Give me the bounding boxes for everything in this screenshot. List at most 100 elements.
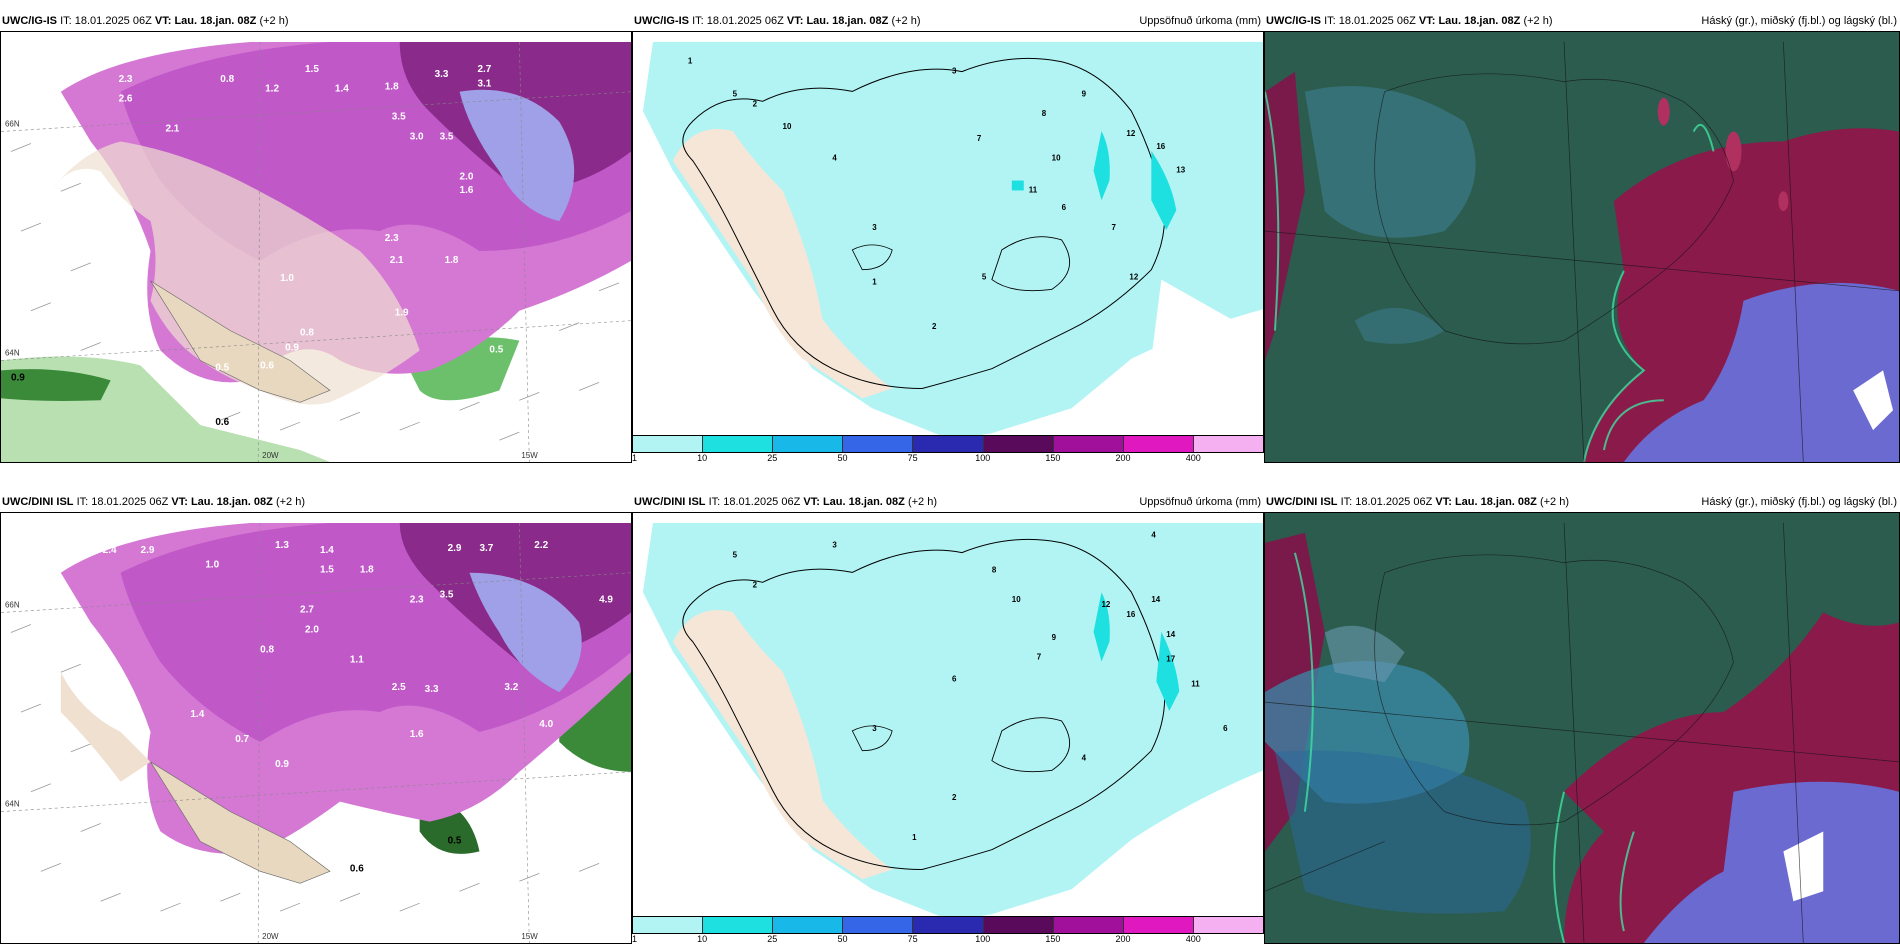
wind-barbs [10, 624, 600, 912]
precip-value: 1.6 [410, 729, 424, 740]
vt-label: VT: [1435, 496, 1452, 508]
accum-map: 3 4 5 2 12 16 14 17 11 10 9 8 7 6 3 2 1 … [632, 512, 1264, 922]
accum-value: 6 [952, 674, 957, 683]
colorbar-swatch [773, 917, 844, 933]
colorbar-tick: 75 [907, 934, 918, 944]
accum-values: 1 3 5 2 10 12 16 13 11 9 8 7 6 4 3 2 1 1… [688, 57, 1186, 331]
precip-value: 3.5 [440, 132, 454, 143]
colorbar-tick: 400 [1185, 934, 1201, 944]
accum-map-canvas: 1 3 5 2 10 12 16 13 11 9 8 7 6 4 3 2 1 1… [633, 32, 1263, 440]
precip-values: 0.7 1.3 1.4 1.5 1.8 2.9 3.7 2.2 2.4 2.9 … [41, 530, 614, 874]
accum-value: 9 [1052, 633, 1057, 642]
accum-value: 3 [872, 724, 877, 733]
precip-value: 1.5 [320, 565, 334, 576]
panel-title: Háský (gr.), miðský (fj.bl.) og lágský (… [1701, 496, 1897, 508]
accum-value: 4 [832, 154, 837, 163]
accum-value: 16 [1156, 142, 1165, 151]
precip-values: 0.7 0.8 1.2 1.5 1.4 1.8 3.3 2.7 2.3 2.6 … [11, 49, 504, 428]
valid-time: Lau. 18.jan. 08Z [822, 496, 905, 508]
colorbar-tick: 50 [837, 453, 848, 463]
valid-time: Lau. 18.jan. 08Z [806, 15, 889, 27]
accum-value: 8 [1042, 109, 1047, 118]
colorbar-swatch [1053, 436, 1124, 452]
precip-value: 1.8 [445, 255, 459, 266]
precip-value: 0.5 [448, 835, 462, 846]
panel-header: UWC/DINI ISL IT: 18.01.2025 06Z VT: Lau.… [0, 492, 632, 512]
vt-label: VT: [1418, 15, 1436, 27]
precip-value: 0.5 [489, 345, 503, 356]
colorbar-swatch [843, 917, 914, 933]
precip-value: 2.3 [385, 233, 399, 244]
precip-value: 2.9 [141, 545, 155, 556]
cloud-map [1264, 512, 1900, 944]
precip-value: 0.8 [220, 74, 234, 85]
lon-label: 15W [521, 932, 538, 941]
colorbar-tick: 150 [1045, 934, 1061, 944]
precip-value: 2.0 [460, 171, 474, 182]
precip-value: 4.0 [539, 719, 553, 730]
precip-value: 3.7 [479, 543, 493, 554]
colorbar [632, 435, 1264, 453]
colorbar-tick: 10 [697, 934, 708, 944]
accum-value: 13 [1176, 166, 1185, 175]
accum-value: 7 [1111, 223, 1116, 232]
precip-value: 2.1 [390, 255, 404, 266]
accum-value: 7 [977, 134, 982, 143]
panel-header: UWC/IG-IS IT: 18.01.2025 06Z VT: Lau. 18… [1264, 11, 1900, 31]
panel-header: UWC/DINI ISL IT: 18.01.2025 06Z VT: Lau.… [1264, 492, 1900, 512]
precip-value: 0.8 [260, 644, 274, 655]
panel-title: Uppsöfnuð úrkoma (mm) [1139, 15, 1261, 27]
colorbar-swatch [773, 436, 844, 452]
accum-value: 9 [1082, 89, 1087, 98]
panel-header: UWC/IG-IS IT: 18.01.2025 06Z VT: Lau. 18… [0, 11, 632, 31]
precip-value: 1.6 [460, 185, 474, 196]
precip-value: 2.3 [410, 595, 424, 606]
precip-value: 3.0 [410, 132, 424, 143]
accum-value: 6 [1223, 724, 1228, 733]
accum-value: 2 [952, 793, 957, 802]
forecast-step: (+2 h) [1523, 15, 1553, 27]
accum-value: 5 [982, 273, 987, 282]
precip-panel-bottom: UWC/DINI ISL IT: 18.01.2025 06Z VT: Lau.… [0, 492, 632, 944]
accum-map-canvas: 3 4 5 2 12 16 14 17 11 10 9 8 7 6 3 2 1 … [633, 513, 1263, 921]
model-name: UWC/DINI ISL [1266, 496, 1338, 508]
valid-time: Lau. 18.jan. 08Z [174, 15, 257, 27]
init-time: 18.01.2025 06Z [74, 15, 152, 27]
precip-value: 2.3 [119, 74, 133, 85]
accum-value: 1 [872, 278, 877, 287]
accum-values: 3 4 5 2 12 16 14 17 11 10 9 8 7 6 3 2 1 … [733, 531, 1228, 842]
colorbar-swatch [1193, 917, 1263, 933]
accum-value: 6 [1062, 203, 1067, 212]
cloud-panel-bottom: UWC/DINI ISL IT: 18.01.2025 06Z VT: Lau.… [1264, 492, 1900, 944]
precip-value: 0.6 [350, 863, 364, 874]
precip-value: 3.2 [504, 682, 518, 693]
precip-value: 1.0 [280, 273, 294, 284]
panel-title: Háský (gr.), miðský (fj.bl.) og lágský (… [1701, 15, 1897, 27]
valid-time: Lau. 18.jan. 08Z [1454, 496, 1537, 508]
precip-value: 2.9 [448, 543, 462, 554]
precip-value: 1.1 [350, 654, 364, 665]
precip-value: 3.1 [477, 79, 491, 90]
forecast-step: (+2 h) [891, 15, 921, 27]
colorbar-swatch [1123, 917, 1194, 933]
colorbar-tick: 50 [837, 934, 848, 944]
accum-value: 10 [1052, 154, 1061, 163]
colorbar-tick: 200 [1115, 934, 1131, 944]
accum-value: 12 [1102, 600, 1111, 609]
precip-value: 2.4 [103, 545, 117, 556]
init-time: 18.01.2025 06Z [723, 496, 801, 508]
colorbar-swatch [913, 917, 984, 933]
colorbar-tick: 400 [1185, 453, 1201, 463]
vt-label: VT: [803, 496, 820, 508]
precip-value: 2.5 [392, 682, 406, 693]
colorbar-swatch [633, 917, 704, 933]
model-name: UWC/DINI ISL [2, 496, 74, 508]
precip-value: 3.5 [440, 590, 454, 601]
vt-label: VT: [171, 496, 188, 508]
valid-time: Lau. 18.jan. 08Z [1438, 15, 1521, 27]
precip-value: 2.1 [165, 124, 179, 135]
colorbar-tick: 1 [632, 453, 638, 463]
init-time: 18.01.2025 06Z [706, 15, 784, 27]
precip-map-canvas: 20W 15W 66N 64N 0.7 0.8 1.2 1.5 1.4 1.8 … [1, 32, 631, 462]
colorbar-tick: 75 [907, 453, 918, 463]
